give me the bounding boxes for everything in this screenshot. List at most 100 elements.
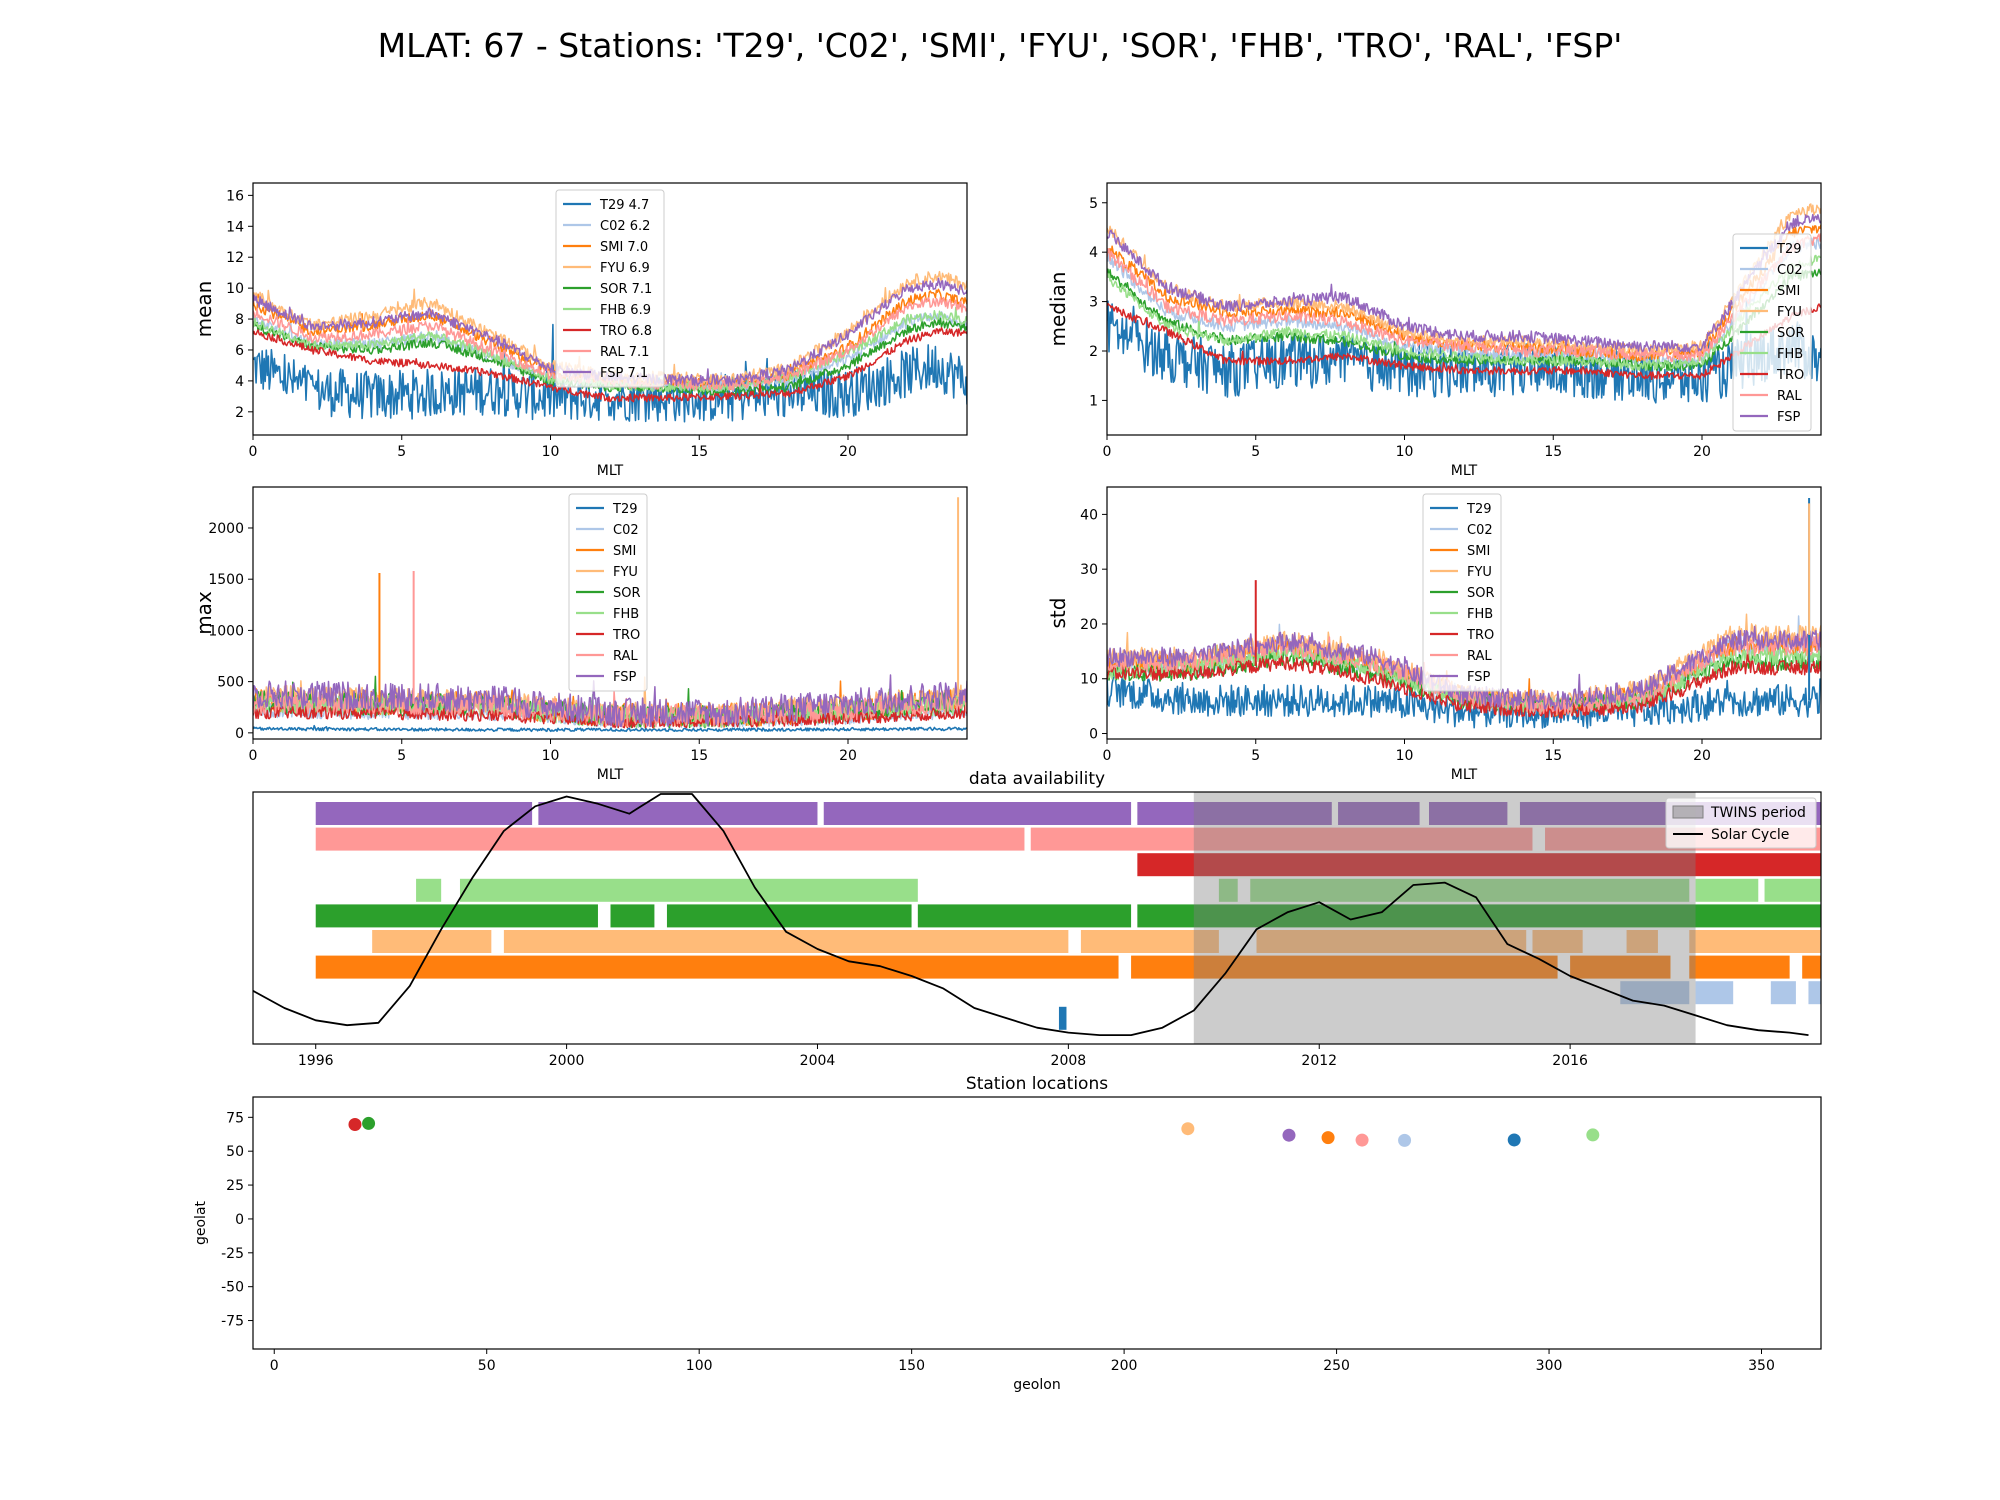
y-tick-label: 2	[1089, 344, 1098, 360]
figure-title: MLAT: 67 - Stations: 'T29', 'C02', 'SMI'…	[378, 26, 1623, 65]
x-tick-label: 1996	[298, 1053, 334, 1069]
y-tick-label: 1500	[208, 572, 244, 588]
x-axis-label: MLT	[597, 767, 624, 783]
series-line-tro	[1107, 302, 1821, 381]
legend-label-smi: SMI 7.0	[600, 240, 648, 255]
availability-bar-t29	[1058, 1006, 1067, 1030]
x-axis-label: MLT	[597, 463, 624, 479]
x-tick-label: 2004	[800, 1053, 836, 1069]
availability-bar-fhb	[416, 878, 442, 902]
legend-label-sor: SOR 7.1	[600, 282, 652, 297]
availability-bar-fyu	[1080, 930, 1219, 953]
availability-bar-fyu	[372, 930, 492, 953]
axes-frame	[252, 1096, 1822, 1350]
legend-label-fyu: FYU	[1777, 305, 1802, 320]
station-point-fhb	[1586, 1128, 1600, 1142]
y-tick-label: 1000	[208, 623, 244, 639]
station-point-fsp	[1282, 1128, 1296, 1142]
legend-label-fsp: FSP	[613, 670, 637, 685]
y-tick-label: 8	[235, 312, 244, 328]
availability-bar-sor	[1137, 904, 1821, 928]
y-tick-label: 2	[235, 405, 244, 421]
availability-bar-fhb	[1218, 878, 1238, 902]
legend-swatch-twins	[1672, 805, 1704, 819]
availability-bar-fyu	[1256, 930, 1527, 953]
availability-bar-smi	[315, 955, 1119, 979]
plot-area	[1107, 203, 1821, 404]
availability-bar-smi	[1131, 955, 1558, 979]
availability-bar-fsp	[1137, 802, 1332, 825]
x-tick-label: 15	[1544, 444, 1562, 460]
y-tick-label: 16	[226, 188, 244, 204]
x-axis-label: MLT	[1451, 767, 1478, 783]
x-tick-label: 20	[839, 748, 857, 764]
chart-locations: 0 50 100 150 200 250 300 3507550250-25-50-75geo…	[193, 1074, 1822, 1393]
axes-frame	[1106, 182, 1822, 436]
legend-label-fhb: FHB	[1467, 607, 1493, 622]
y-tick-label: 40	[1080, 507, 1098, 523]
legend-label-fyu: FYU	[613, 565, 638, 580]
y-tick-label: 4	[1089, 245, 1098, 261]
x-axis-label: geolon	[1013, 1377, 1060, 1393]
legend-label-c02: C02	[1777, 263, 1803, 278]
availability-bar-fyu	[1532, 930, 1583, 953]
y-axis-label: mean	[192, 281, 216, 338]
y-tick-label: -25	[221, 1246, 244, 1262]
y-axis-label: median	[1046, 272, 1070, 347]
availability-bar-fsp	[1429, 802, 1508, 825]
legend-label-sor: SOR	[613, 586, 641, 601]
y-tick-label: 12	[226, 250, 244, 266]
chart-max: 0 5 10 15 20 0 500 1000 1500 2000 MLT max T29 C02 SMI F…	[192, 486, 968, 783]
availability-bar-fsp	[538, 802, 818, 825]
legend-label-fyu: FYU 6.9	[600, 261, 650, 276]
legend-label-sor: SOR	[1467, 586, 1495, 601]
legend-box	[568, 493, 648, 692]
x-tick-label: 0	[249, 444, 258, 460]
legend-label-twins: TWINS period	[1710, 805, 1806, 821]
legend-label-ral: RAL	[1777, 389, 1802, 404]
y-tick-label: 3	[1089, 295, 1098, 311]
availability-bar-fhb	[459, 878, 918, 902]
legend-label-tro: TRO	[612, 628, 640, 643]
station-point-c02	[1398, 1133, 1412, 1147]
station-point-smi	[1321, 1131, 1335, 1145]
x-tick-label: 10	[542, 444, 560, 460]
axes-frame	[252, 486, 968, 740]
chart-std: 0 5 10 15 20 0 10 20 30 40 MLT std T29 C02 SMI FYU SOR FH…	[1046, 486, 1822, 783]
station-point-ral	[1355, 1133, 1369, 1147]
legend-label-tro: TRO 6.8	[599, 324, 652, 339]
x-tick-label: 15	[1544, 748, 1562, 764]
legend-max: T29 C02 SMI FYU SOR FHB TRO RAL FSP	[568, 493, 648, 692]
availability-bar-fyu	[1689, 930, 1821, 953]
x-tick-label: 10	[1396, 444, 1414, 460]
legend-label-tro: TRO	[1776, 368, 1804, 383]
x-tick-label: 200	[1111, 1358, 1138, 1374]
legend-label-fhb: FHB	[1777, 347, 1803, 362]
x-tick-label: 0	[1103, 444, 1112, 460]
y-axis-label: std	[1046, 598, 1070, 629]
station-point-fyu	[1181, 1122, 1195, 1136]
x-axis-label: MLT	[1451, 463, 1478, 479]
legend-label-c02: C02	[613, 523, 639, 538]
y-tick-label: -75	[221, 1314, 244, 1330]
series-line-t29	[253, 724, 967, 733]
legend-label-ral: RAL	[1467, 649, 1492, 664]
chart-median: 0 5 10 15 20 1 2 3 4 5 MLT median T29 C02 SMI FYU SOR FHB…	[1046, 182, 1822, 479]
x-tick-label: 350	[1748, 1358, 1775, 1374]
x-tick-label: 5	[397, 748, 406, 764]
series-line-ral	[1107, 233, 1821, 363]
availability-bar-smi	[1570, 955, 1671, 979]
y-tick-label: 0	[1089, 727, 1098, 743]
x-tick-label: 10	[542, 748, 560, 764]
legend-box	[555, 189, 665, 388]
availability-bar-fsp	[1338, 802, 1420, 825]
chart-mean: 0 5 10 15 20 2 4 6 8 10 12 14 16 MLT mean T29 4.7 C02 6.…	[192, 182, 968, 479]
availability-bar-ral	[315, 827, 1025, 851]
availability-bar-fyu	[1626, 930, 1658, 953]
legend-label-smi: SMI	[613, 544, 636, 559]
series-line-sor	[253, 317, 967, 397]
legend-label-fhb: FHB 6.9	[600, 303, 651, 318]
availability-bar-sor	[610, 904, 655, 928]
x-tick-label: 0	[249, 748, 258, 764]
legend-label-fhb: FHB	[613, 607, 639, 622]
